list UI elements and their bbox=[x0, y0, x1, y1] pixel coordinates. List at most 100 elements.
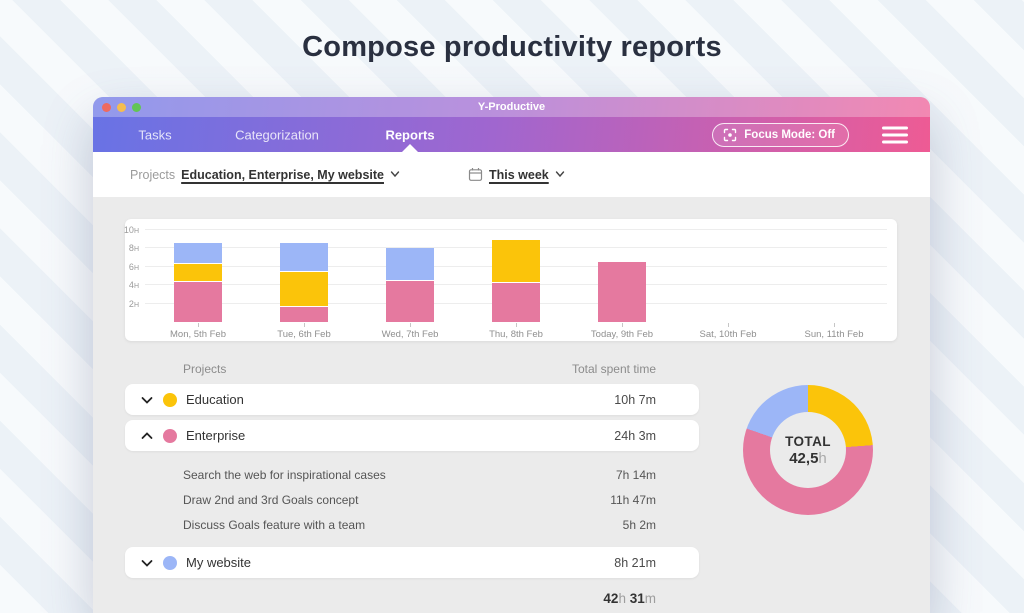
report-body: 10h 8h 6h 4h 2h Mon, 5th Feb Tue, 6th Feb Wed, … bbox=[93, 197, 930, 613]
chart-column: Thu, 8th Feb bbox=[463, 230, 569, 340]
subtask-row: Discuss Goals feature with a team 5h 2m bbox=[183, 512, 656, 537]
calendar-icon bbox=[468, 168, 483, 181]
subtask-name: Draw 2nd and 3rd Goals concept bbox=[183, 492, 359, 507]
projects-filter-value: Education, Enterprise, My website bbox=[181, 167, 384, 182]
project-color-dot bbox=[163, 555, 177, 570]
stacked-bar bbox=[598, 262, 646, 322]
x-axis-label: Thu, 8th Feb bbox=[489, 329, 543, 340]
donut-ring: TOTAL 42,5h bbox=[743, 385, 873, 515]
total-column-header: Total spent time bbox=[571, 362, 656, 376]
project-total-time: 10h 7m bbox=[614, 392, 656, 407]
subtask-time: 7h 14m bbox=[615, 467, 656, 482]
window-header: Y-Productive Tasks Categorization Report… bbox=[93, 97, 930, 152]
filter-bar: Projects Education, Enterprise, My websi… bbox=[93, 152, 930, 197]
tab-reports[interactable]: Reports bbox=[385, 127, 435, 142]
x-axis-tick bbox=[410, 323, 411, 327]
weekly-bar-chart: 10h 8h 6h 4h 2h Mon, 5th Feb Tue, 6th Feb Wed, … bbox=[124, 219, 897, 341]
window-title: Y-Productive bbox=[477, 101, 546, 113]
donut-total-value: 42,5h bbox=[789, 449, 827, 467]
project-total-time: 8h 21m bbox=[614, 555, 656, 570]
page-title: Compose productivity reports bbox=[302, 31, 722, 63]
tab-tasks[interactable]: Tasks bbox=[138, 127, 172, 142]
project-name: Education bbox=[186, 392, 244, 407]
projects-filter-dropdown[interactable]: Projects Education, Enterprise, My websi… bbox=[130, 168, 400, 182]
x-axis-label: Today, 9th Feb bbox=[590, 329, 654, 340]
chart-column: Mon, 5th Feb bbox=[145, 230, 251, 340]
bar-segment-enterprise bbox=[280, 306, 328, 322]
project-name: Enterprise bbox=[186, 428, 246, 443]
focus-mode-button[interactable]: Focus Mode: Off bbox=[712, 122, 849, 147]
subtask-time: 11h 47m bbox=[610, 492, 656, 507]
active-tab-notch bbox=[402, 144, 418, 152]
x-axis-label: Sat, 10th Feb bbox=[699, 329, 757, 340]
x-axis-tick bbox=[198, 323, 199, 327]
bar-segment-my-website bbox=[280, 242, 328, 271]
bar-segment-my-website bbox=[174, 242, 222, 264]
bar-segment-education bbox=[174, 263, 222, 281]
chevron-down-icon bbox=[555, 170, 564, 177]
period-filter-dropdown[interactable]: This week bbox=[468, 167, 565, 182]
chevron-down-icon bbox=[390, 170, 400, 177]
expand-chevron-down-icon[interactable] bbox=[140, 396, 153, 404]
stacked-bar bbox=[492, 240, 540, 322]
x-axis-label: Tue, 6th Feb bbox=[277, 329, 331, 340]
expand-chevron-down-icon[interactable] bbox=[140, 559, 153, 567]
subtask-time: 5h 2m bbox=[622, 517, 656, 532]
y-axis-tick-label: 6h bbox=[128, 261, 139, 272]
subtask-row: Draw 2nd and 3rd Goals concept 11h 47m bbox=[183, 487, 656, 512]
bar-segment-education bbox=[492, 240, 540, 283]
grand-total: 42h 31m bbox=[603, 591, 656, 606]
project-row-education[interactable]: Education 10h 7m bbox=[125, 384, 699, 415]
titlebar: Y-Productive bbox=[93, 97, 930, 117]
donut-total-label: TOTAL bbox=[785, 433, 831, 449]
bar-segment-enterprise bbox=[598, 262, 646, 322]
stacked-bar bbox=[174, 242, 222, 322]
zoom-button[interactable] bbox=[132, 102, 141, 112]
total-donut-chart: TOTAL 42,5h bbox=[743, 385, 873, 515]
period-filter-value: This week bbox=[488, 167, 549, 182]
chart-column: Wed, 7th Feb bbox=[357, 230, 463, 340]
subtask-name: Search the web for inspirational cases bbox=[183, 467, 386, 482]
chart-column: Today, 9th Feb bbox=[569, 230, 675, 340]
close-button[interactable] bbox=[102, 102, 111, 112]
y-axis-tick-label: 10h bbox=[123, 225, 139, 235]
table-header: Projects Total spent time bbox=[125, 362, 699, 376]
traffic-lights bbox=[102, 102, 141, 112]
y-axis-tick-label: 2h bbox=[128, 298, 139, 309]
minimize-button[interactable] bbox=[117, 102, 126, 112]
bar-segment-enterprise bbox=[386, 279, 434, 322]
x-axis-tick bbox=[304, 323, 305, 327]
bar-segment-education bbox=[280, 270, 328, 307]
x-axis-label: Mon, 5th Feb bbox=[170, 329, 226, 340]
chart-column: Sun, 11th Feb bbox=[781, 230, 887, 340]
subtask-name: Discuss Goals feature with a team bbox=[183, 517, 366, 532]
donut-center: TOTAL 42,5h bbox=[770, 412, 846, 488]
tab-categorization[interactable]: Categorization bbox=[235, 127, 319, 142]
project-total-time: 24h 3m bbox=[614, 428, 656, 443]
y-gridline bbox=[145, 229, 887, 230]
subtask-row: Search the web for inspirational cases 7h… bbox=[183, 462, 656, 487]
project-row-my-website[interactable]: My website 8h 21m bbox=[125, 547, 699, 578]
bar-chart-plot: 10h 8h 6h 4h 2h Mon, 5th Feb Tue, 6th Feb Wed, … bbox=[124, 225, 887, 340]
project-row-enterprise[interactable]: Enterprise 24h 3m bbox=[125, 420, 699, 451]
collapse-chevron-up-icon[interactable] bbox=[140, 431, 153, 440]
x-axis-label: Sun, 11th Feb bbox=[804, 329, 864, 340]
stacked-bar bbox=[386, 247, 434, 322]
projects-filter-label: Projects bbox=[130, 167, 176, 182]
x-axis-tick bbox=[516, 323, 517, 327]
bar-columns: Mon, 5th Feb Tue, 6th Feb Wed, 7th Feb Thu,… bbox=[145, 230, 887, 340]
focus-mode-label: Focus Mode: Off bbox=[744, 128, 835, 141]
focus-target-icon bbox=[724, 128, 737, 141]
hamburger-menu-icon[interactable] bbox=[882, 126, 908, 143]
x-axis-tick bbox=[834, 323, 835, 327]
x-axis-tick bbox=[728, 323, 729, 327]
nav-bar: Tasks Categorization Reports Focus Mode:… bbox=[93, 117, 930, 152]
projects-column-header: Projects bbox=[183, 362, 227, 376]
project-color-dot bbox=[163, 428, 177, 443]
chart-column: Tue, 6th Feb bbox=[251, 230, 357, 340]
y-axis-tick-label: 4h bbox=[128, 280, 139, 291]
x-axis-label: Wed, 7th Feb bbox=[381, 329, 439, 340]
project-color-dot bbox=[163, 392, 177, 407]
y-axis-tick-label: 8h bbox=[128, 243, 139, 254]
stacked-bar bbox=[280, 242, 328, 322]
